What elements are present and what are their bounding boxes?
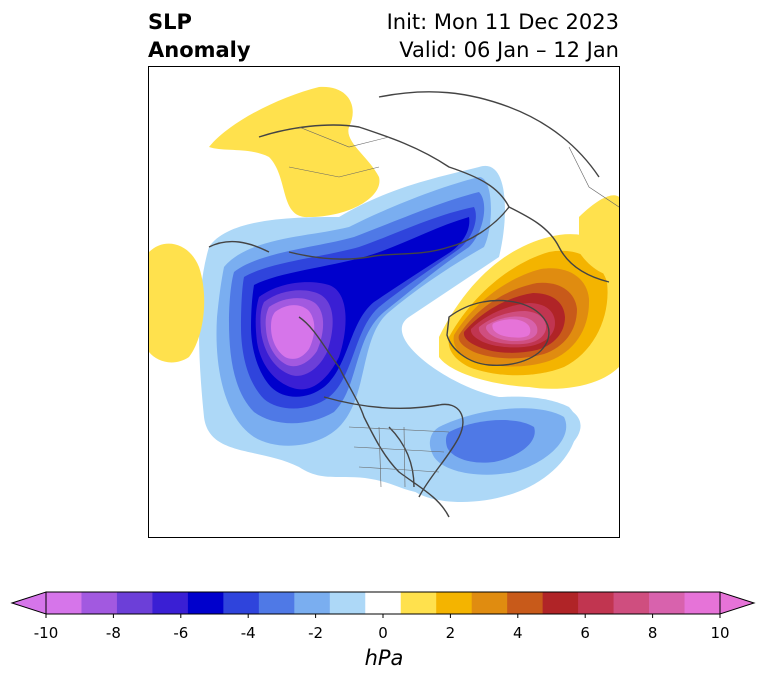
slp-anomaly-map <box>148 66 620 538</box>
colorbar-segment <box>507 592 544 614</box>
colorbar-segment <box>649 592 686 614</box>
colorbar-tick-label: 2 <box>445 624 456 642</box>
title-variable-line2: Anomaly <box>148 38 251 62</box>
colorbar-under-arrow <box>10 591 47 615</box>
colorbar-tick-label: 4 <box>513 624 523 642</box>
colorbar-segment <box>329 592 366 614</box>
colorbar-tick-label: 8 <box>647 624 658 642</box>
colorbar-segment <box>365 592 402 614</box>
map-date-info: Init: Mon 11 Dec 2023 Valid: 06 Jan – 12… <box>387 8 619 64</box>
colorbar-segment <box>542 592 579 614</box>
colorbar-segment <box>471 592 508 614</box>
north-atlantic-low <box>397 396 577 502</box>
colorbar-segment <box>258 592 295 614</box>
contour-minus10 <box>271 305 315 359</box>
colorbar-tick-label: -4 <box>240 624 256 642</box>
colorbar <box>10 591 756 618</box>
colorbar-segments <box>46 592 721 614</box>
map-svg <box>149 86 619 518</box>
colorbar-segment <box>578 592 615 614</box>
colorbar-tick-label: -6 <box>173 624 189 642</box>
valid-range: Valid: 06 Jan – 12 Jan <box>399 38 619 62</box>
colorbar-segment <box>436 592 473 614</box>
colorbar-segment <box>613 592 650 614</box>
colorbar-segment <box>46 592 82 614</box>
colorbar-tick-label: 0 <box>378 624 388 642</box>
colorbar-unit: hPa <box>364 646 404 670</box>
colorbar-segment <box>187 592 224 614</box>
colorbar-segment <box>152 592 189 614</box>
colorbar-segment <box>116 592 153 614</box>
aleutian-low <box>199 165 581 495</box>
colorbar-tick-label: 10 <box>710 624 730 642</box>
title-variable-line1: SLP <box>148 10 192 34</box>
colorbar-segment <box>400 592 437 614</box>
colorbar-segment <box>81 592 118 614</box>
west-pacific-high <box>149 243 205 363</box>
colorbar-segment <box>223 592 260 614</box>
colorbar-over-arrow <box>719 591 756 615</box>
colorbar-tick-label: -8 <box>105 624 121 642</box>
colorbar-tick-label: 6 <box>580 624 590 642</box>
colorbar-segment <box>294 592 331 614</box>
map-title: SLP Anomaly <box>148 8 251 64</box>
colorbar-segment <box>684 592 721 614</box>
colorbar-ticks <box>45 614 721 618</box>
init-date: Init: Mon 11 Dec 2023 <box>386 10 619 34</box>
europe-high <box>579 195 619 277</box>
coastlines <box>208 91 610 518</box>
borders <box>288 126 619 488</box>
colorbar-tick-label: -10 <box>33 624 59 642</box>
siberia-high <box>209 86 380 218</box>
colorbar-tick-label: -2 <box>308 624 324 642</box>
